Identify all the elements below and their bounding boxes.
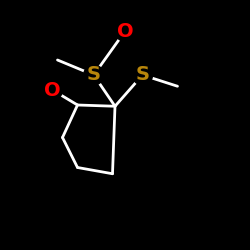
Text: S: S: [87, 66, 101, 84]
Text: S: S: [136, 66, 149, 84]
Circle shape: [132, 65, 152, 85]
Text: O: O: [44, 80, 61, 100]
Circle shape: [42, 80, 62, 100]
Circle shape: [115, 21, 135, 41]
Circle shape: [84, 65, 104, 85]
Text: O: O: [117, 22, 133, 41]
